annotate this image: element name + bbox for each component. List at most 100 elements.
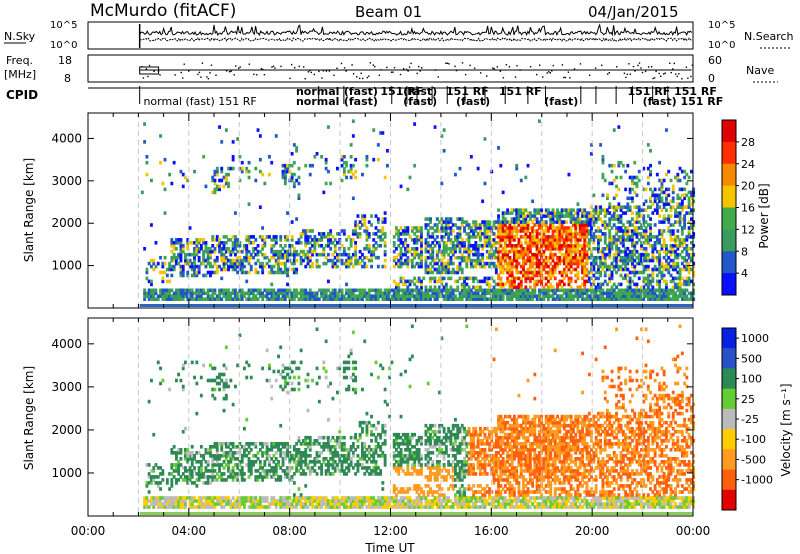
echo-pixel — [606, 196, 609, 201]
echo-pixel — [606, 211, 609, 215]
echo-pixel — [426, 297, 430, 301]
echo-pixel — [692, 190, 696, 195]
echo-pixel — [621, 297, 625, 301]
echo-pixel — [522, 220, 525, 224]
echo-pixel — [501, 217, 505, 221]
echo-pixel — [517, 294, 521, 298]
echo-pixel — [469, 244, 473, 248]
echo-pixel — [619, 220, 623, 224]
echo-pixel — [295, 249, 299, 254]
echo-pixel — [458, 294, 462, 298]
echo-pixel — [617, 235, 621, 239]
echo-pixel — [268, 235, 271, 239]
echo-pixel — [567, 261, 571, 266]
echo-pixel — [374, 288, 378, 293]
echo-pixel — [379, 238, 383, 242]
echo-pixel — [202, 502, 206, 506]
echo-pixel — [576, 202, 580, 206]
echo-pixel — [628, 276, 632, 281]
echo-pixel — [631, 258, 634, 263]
echo-pixel — [513, 264, 516, 269]
echo-pixel — [320, 244, 324, 248]
echo-pixel — [204, 241, 208, 245]
echo-pixel — [472, 279, 476, 284]
echo-pixel — [572, 232, 575, 236]
echo-pixel — [542, 220, 546, 224]
echo-pixel — [254, 166, 258, 171]
echo-pixel — [315, 238, 319, 242]
echo-pixel — [517, 208, 521, 212]
echo-pixel — [576, 285, 580, 290]
echo-pixel — [476, 232, 480, 236]
echo-pixel — [619, 235, 623, 239]
echo-pixel — [345, 261, 348, 266]
echo-pixel — [447, 258, 451, 263]
echo-pixel — [181, 264, 185, 269]
echo-pixel — [261, 244, 265, 248]
echo-pixel — [533, 291, 537, 296]
echo-pixel — [590, 205, 593, 209]
echo-pixel — [585, 217, 589, 221]
echo-pixel — [519, 297, 523, 301]
echo-pixel — [642, 279, 646, 284]
echo-pixel — [193, 261, 196, 266]
echo-pixel — [569, 264, 573, 269]
echo-pixel — [449, 220, 453, 224]
echo-pixel — [227, 499, 230, 503]
echo-pixel — [483, 264, 487, 269]
echo-pixel — [499, 235, 503, 239]
echo-pixel — [640, 291, 643, 296]
echo-pixel — [454, 270, 457, 275]
echo-pixel — [621, 258, 625, 263]
echo-pixel — [254, 252, 258, 257]
echo-pixel — [370, 252, 373, 257]
echo-pixel — [597, 217, 600, 221]
echo-pixel — [236, 472, 240, 476]
echo-pixel — [549, 217, 553, 221]
echo-pixel — [469, 276, 473, 281]
echo-pixel — [508, 226, 512, 230]
echo-pixel — [669, 199, 673, 204]
echo-pixel — [649, 297, 652, 301]
echo-pixel — [687, 235, 691, 239]
echo-pixel — [179, 169, 183, 174]
echo-pixel — [556, 282, 559, 287]
echo-pixel — [324, 297, 328, 301]
echo-pixel — [290, 178, 294, 183]
echo-pixel — [218, 244, 221, 248]
echo-pixel — [608, 297, 612, 301]
echo-pixel — [533, 217, 537, 221]
echo-pixel — [631, 217, 634, 221]
echo-pixel — [152, 475, 156, 479]
echo-pixel — [562, 226, 566, 230]
echo-pixel — [270, 442, 274, 446]
echo-pixel — [472, 223, 476, 227]
echo-pixel — [531, 252, 535, 257]
echo-pixel — [263, 252, 267, 257]
echo-pixel — [263, 294, 267, 298]
echo-pixel — [322, 190, 326, 195]
echo-pixel — [431, 232, 435, 236]
echo-pixel — [488, 276, 491, 281]
echo-pixel — [438, 288, 441, 293]
echo-pixel — [295, 149, 299, 153]
echo-pixel — [177, 372, 181, 377]
echo-pixel — [483, 229, 487, 233]
echo-pixel — [601, 291, 605, 296]
nave-point — [180, 71, 182, 74]
echo-pixel — [247, 255, 251, 260]
echo-pixel — [510, 270, 514, 275]
echo-pixel — [513, 279, 516, 284]
echo-pixel — [515, 214, 519, 218]
echo-pixel — [199, 291, 203, 296]
echo-pixel — [206, 258, 210, 263]
echo-pixel — [277, 445, 280, 449]
echo-pixel — [317, 297, 321, 301]
echo-pixel — [581, 247, 584, 251]
echo-pixel — [488, 282, 491, 287]
echo-pixel — [649, 288, 652, 293]
nave-point — [502, 77, 505, 79]
echo-pixel — [143, 505, 147, 509]
echo-pixel — [515, 258, 519, 263]
echo-pixel — [213, 475, 217, 479]
